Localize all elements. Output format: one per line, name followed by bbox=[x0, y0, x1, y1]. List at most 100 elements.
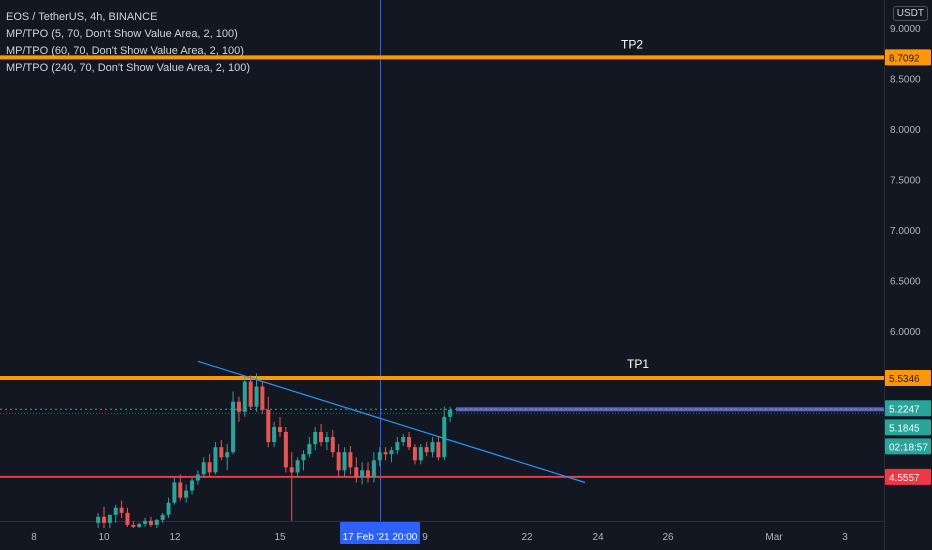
candle[interactable] bbox=[272, 421, 277, 448]
candle[interactable] bbox=[278, 416, 282, 438]
candle-body bbox=[219, 447, 224, 458]
candle-body bbox=[166, 502, 171, 515]
candle-body bbox=[448, 409, 453, 417]
candle-body bbox=[377, 452, 382, 461]
candle-body bbox=[96, 516, 101, 523]
candle[interactable] bbox=[154, 518, 159, 528]
candle-body bbox=[195, 474, 200, 481]
candle[interactable] bbox=[348, 446, 353, 475]
candle[interactable] bbox=[418, 444, 423, 465]
candle[interactable] bbox=[254, 373, 259, 412]
candle[interactable] bbox=[313, 426, 318, 451]
candle[interactable] bbox=[213, 442, 218, 475]
candle[interactable] bbox=[324, 432, 329, 451]
candle[interactable] bbox=[96, 512, 101, 528]
candle[interactable] bbox=[225, 444, 230, 471]
candle[interactable] bbox=[319, 423, 324, 447]
candle[interactable] bbox=[336, 444, 341, 478]
candle[interactable] bbox=[407, 432, 412, 451]
candle[interactable] bbox=[395, 437, 400, 455]
candle[interactable] bbox=[307, 437, 312, 458]
candle-body bbox=[260, 386, 265, 410]
candle-body bbox=[119, 507, 124, 513]
candle[interactable] bbox=[289, 452, 294, 521]
candle-body bbox=[395, 442, 400, 451]
currency-label[interactable]: USDT bbox=[892, 6, 928, 21]
time-tick-label: 15 bbox=[274, 532, 286, 543]
candle[interactable] bbox=[260, 381, 265, 414]
candle[interactable] bbox=[184, 484, 189, 503]
candle[interactable] bbox=[377, 447, 382, 467]
candle[interactable] bbox=[131, 520, 136, 528]
indicator-label[interactable]: MP/TPO (60, 70, Don't Show Value Area, 2… bbox=[6, 45, 244, 57]
candle-body bbox=[266, 409, 271, 443]
price-tick-label: 7.5000 bbox=[890, 176, 921, 187]
candle[interactable] bbox=[448, 406, 453, 422]
candle[interactable] bbox=[231, 391, 236, 455]
symbol-title[interactable]: EOS / TetherUS, 4h, BINANCE bbox=[6, 11, 158, 23]
crosshair-time-label: 17 Feb '21 20:00 bbox=[343, 532, 418, 543]
countdown-label-bg bbox=[885, 438, 931, 455]
candle[interactable] bbox=[301, 450, 306, 471]
candle-body bbox=[336, 452, 341, 471]
indicator-label[interactable]: MP/TPO (240, 70, Don't Show Value Area, … bbox=[6, 62, 251, 74]
candle-body bbox=[201, 462, 206, 475]
candle[interactable] bbox=[178, 474, 183, 501]
candle[interactable] bbox=[102, 506, 106, 528]
candle[interactable] bbox=[366, 462, 370, 483]
candle[interactable] bbox=[401, 434, 406, 447]
candle-body bbox=[207, 462, 212, 473]
candle-body bbox=[330, 437, 335, 453]
candle[interactable] bbox=[360, 462, 365, 485]
candle[interactable] bbox=[442, 406, 447, 461]
candle[interactable] bbox=[412, 444, 417, 465]
candle[interactable] bbox=[283, 426, 288, 473]
candle[interactable] bbox=[119, 500, 124, 518]
price-tick-label: 7.0000 bbox=[890, 226, 921, 237]
candle[interactable] bbox=[266, 396, 271, 448]
candle[interactable] bbox=[430, 437, 435, 458]
candle[interactable] bbox=[219, 440, 224, 461]
candle[interactable] bbox=[148, 516, 153, 527]
candle-body bbox=[236, 401, 241, 412]
candle[interactable] bbox=[295, 457, 300, 478]
candle[interactable] bbox=[160, 512, 165, 523]
tp2-price-label: 8.7092 bbox=[889, 53, 920, 64]
candle[interactable] bbox=[195, 470, 200, 485]
tp2-label: TP2 bbox=[621, 37, 643, 51]
candle[interactable] bbox=[436, 437, 441, 461]
candle[interactable] bbox=[424, 442, 429, 457]
candle-body bbox=[213, 447, 218, 473]
candle[interactable] bbox=[330, 429, 335, 458]
candle[interactable] bbox=[172, 477, 177, 505]
candle-body bbox=[278, 426, 282, 432]
indicator-label[interactable]: MP/TPO (5, 70, Don't Show Value Area, 2,… bbox=[6, 28, 238, 40]
candle[interactable] bbox=[383, 447, 388, 461]
candle[interactable] bbox=[125, 507, 130, 527]
candle-body bbox=[242, 381, 247, 412]
candle[interactable] bbox=[166, 497, 171, 518]
current-price-label: 5.2247 bbox=[889, 404, 920, 415]
candle[interactable] bbox=[389, 447, 394, 463]
candle-body bbox=[424, 447, 429, 453]
candle[interactable] bbox=[113, 504, 118, 523]
candle[interactable] bbox=[207, 454, 212, 477]
time-tick-label: 12 bbox=[169, 532, 181, 543]
time-tick-label: 8 bbox=[31, 532, 37, 543]
candle[interactable] bbox=[248, 375, 253, 410]
candle[interactable] bbox=[190, 477, 194, 495]
candle[interactable] bbox=[201, 457, 206, 478]
candle-body bbox=[231, 401, 236, 453]
candle[interactable] bbox=[371, 452, 376, 483]
candle[interactable] bbox=[342, 447, 347, 478]
candle[interactable] bbox=[242, 376, 247, 417]
candle[interactable] bbox=[354, 457, 359, 483]
candle-body bbox=[412, 447, 417, 461]
candle[interactable] bbox=[143, 517, 148, 527]
candle[interactable] bbox=[236, 396, 241, 422]
candle[interactable] bbox=[107, 514, 112, 528]
candle[interactable] bbox=[137, 522, 142, 528]
